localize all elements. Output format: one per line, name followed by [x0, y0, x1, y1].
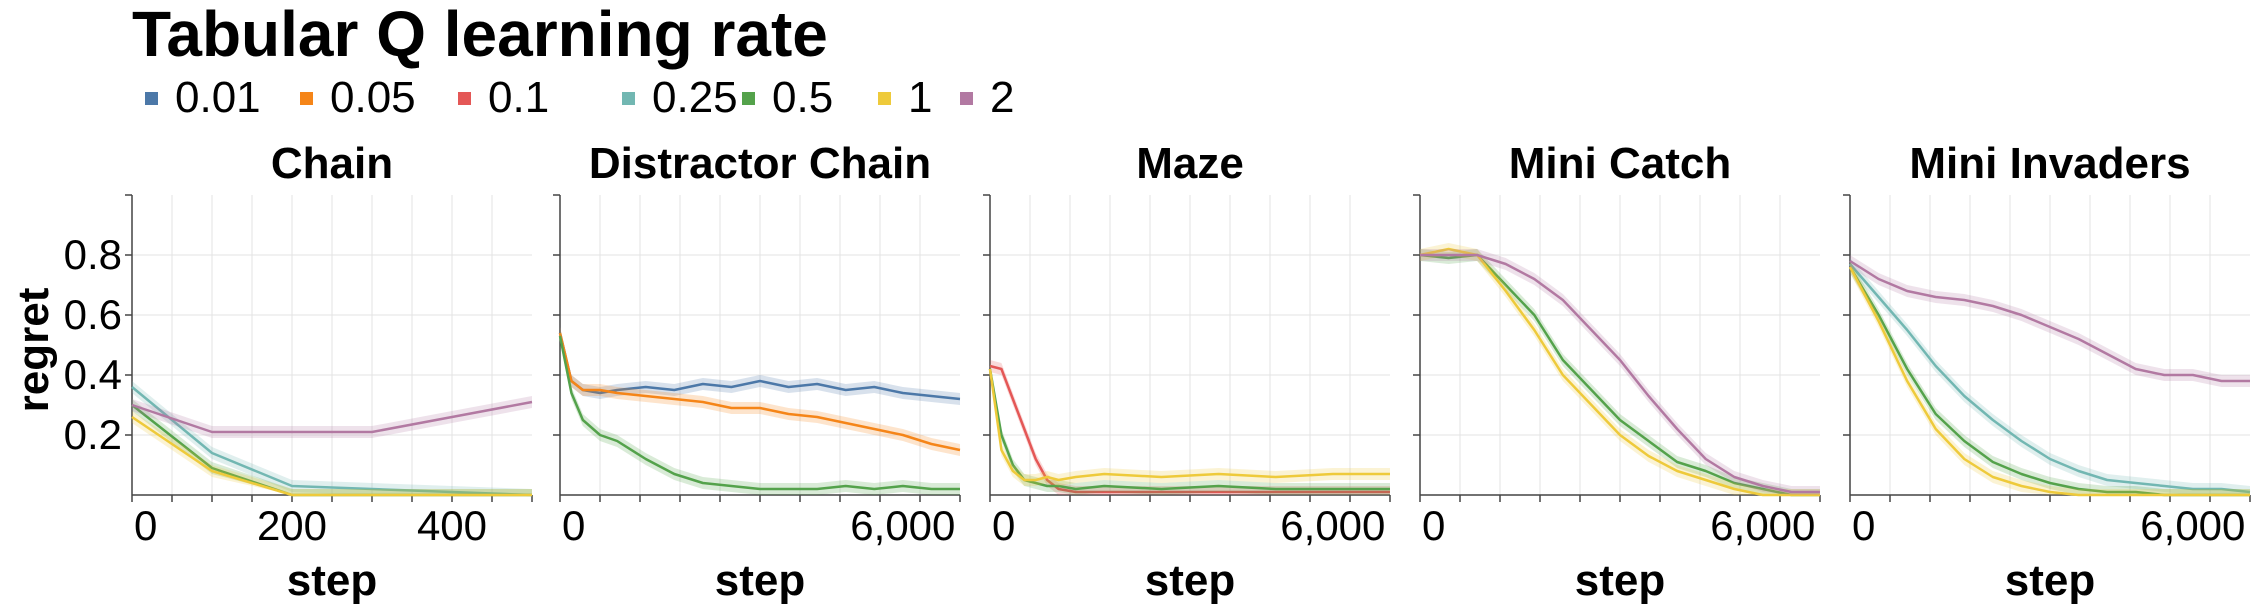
series-line-0-01 [558, 332, 961, 401]
series-line-1 [1419, 247, 1820, 497]
legend-item-0-01: 0.01 [145, 73, 261, 122]
series-band-2 [1850, 255, 2250, 387]
series-band-0-05 [560, 327, 960, 456]
panel-title: Distractor Chain [589, 139, 931, 188]
x-tick-label: 0 [1852, 502, 1875, 549]
figure-title: Tabular Q learning rate [132, 0, 828, 70]
panel-chain: Chain 0.2 0.4 0.6 0.8 0 200 400 step [64, 139, 533, 605]
x-tick-label: 400 [417, 502, 487, 549]
x-axis-label: step [2005, 556, 2095, 605]
legend-label: 0.1 [488, 73, 549, 122]
panel-title: Chain [271, 139, 393, 188]
legend-label: 0.5 [772, 73, 833, 122]
series-line-2 [1420, 253, 1820, 494]
series-band-0-5 [132, 399, 532, 495]
x-tick-label: 200 [257, 502, 327, 549]
series-line-1 [131, 415, 532, 497]
series-line-0-5 [558, 335, 960, 491]
legend-label: 2 [990, 73, 1014, 122]
panel-distractor-chain: Distractor Chain 0 6,000 step [553, 139, 961, 605]
panel-mini-invaders: Mini Invaders 0 6,000 step [1843, 139, 2251, 605]
legend-swatch [145, 92, 158, 105]
panel-maze: Maze 0 6,000 step [983, 139, 1391, 605]
x-tick-label: 0 [992, 502, 1015, 549]
x-axis-label: step [1145, 556, 1235, 605]
series-line-0-5 [988, 368, 1390, 491]
series-band-0-01 [560, 327, 960, 405]
x-tick-label: 0 [562, 502, 585, 549]
y-tick-label: 0.8 [64, 231, 122, 278]
y-axis-label: regret [9, 287, 58, 412]
x-tick-label: 6,000 [1710, 502, 1815, 549]
legend-label: 1 [908, 73, 932, 122]
series-line-2 [131, 400, 533, 434]
series-line-2 [1849, 259, 2250, 383]
x-tick-label: 0 [134, 502, 157, 549]
panel-title: Mini Catch [1509, 139, 1731, 188]
series-line-0-1 [989, 364, 1390, 494]
series-band-1 [132, 411, 532, 495]
y-tick-label: 0.6 [64, 291, 122, 338]
x-axis-label: step [1575, 556, 1665, 605]
x-tick-label: 6,000 [1280, 502, 1385, 549]
x-tick-label: 0 [1422, 502, 1445, 549]
legend-label: 0.05 [330, 73, 416, 122]
legend-item-2: 2 [960, 73, 1014, 122]
series-line-1 [988, 368, 1390, 482]
x-tick-label: 6,000 [2140, 502, 2245, 549]
legend-item-0-1: 0.1 [458, 73, 549, 122]
legend: 0.01 0.05 0.1 0.25 0.5 1 2 [145, 73, 1014, 122]
legend-item-0-25: 0.25 [622, 73, 738, 122]
legend-item-0-5: 0.5 [742, 73, 833, 122]
legend-item-0-05: 0.05 [300, 73, 416, 122]
series-line-1 [1848, 266, 2250, 497]
x-tick-label: 6,000 [850, 502, 955, 549]
series-line-0-25 [1849, 263, 2251, 494]
x-axis-label: step [287, 556, 377, 605]
legend-label: 0.25 [652, 73, 738, 122]
legend-swatch [742, 92, 755, 105]
series-band-2 [132, 396, 532, 438]
series-band-0-25 [132, 381, 532, 495]
panel-mini-catch: Mini Catch 0 6,000 step [1413, 139, 1821, 605]
legend-swatch [458, 92, 471, 105]
x-axis-label: step [715, 556, 805, 605]
legend-swatch [960, 92, 973, 105]
series-band-1 [1420, 243, 1820, 495]
panel-title: Maze [1136, 139, 1244, 188]
legend-swatch [622, 92, 635, 105]
y-tick-label: 0.4 [64, 351, 122, 398]
legend-swatch [878, 92, 891, 105]
legend-swatch [300, 92, 313, 105]
legend-label: 0.01 [175, 73, 261, 122]
series-line-0-25 [131, 386, 533, 497]
panel-title: Mini Invaders [1909, 139, 2190, 188]
legend-item-1: 1 [878, 73, 932, 122]
series-line-0-05 [558, 332, 961, 452]
y-tick-label: 0.2 [64, 411, 122, 458]
